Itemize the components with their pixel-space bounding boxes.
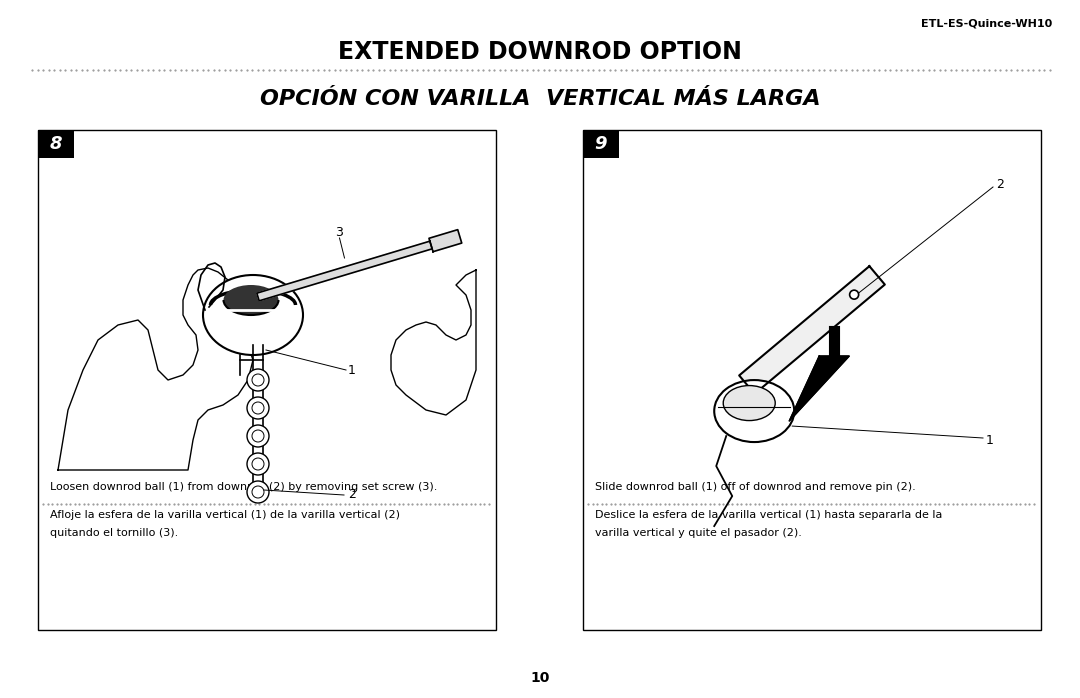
Text: 1: 1: [986, 433, 994, 447]
Ellipse shape: [252, 430, 264, 442]
Ellipse shape: [252, 458, 264, 470]
Bar: [583, 130, 619, 158]
Polygon shape: [429, 230, 462, 252]
Text: Slide downrod ball (1) off of downrod and remove pin (2).: Slide downrod ball (1) off of downrod an…: [595, 482, 916, 492]
Ellipse shape: [247, 425, 269, 447]
Ellipse shape: [714, 380, 794, 442]
Ellipse shape: [247, 369, 269, 391]
Text: 8: 8: [50, 135, 63, 153]
Text: varilla vertical y quite el pasador (2).: varilla vertical y quite el pasador (2).: [595, 528, 801, 538]
Text: 9: 9: [595, 135, 607, 153]
Bar: [583, 130, 1041, 630]
Ellipse shape: [247, 453, 269, 475]
Polygon shape: [58, 268, 253, 470]
Ellipse shape: [247, 481, 269, 503]
Text: 3: 3: [336, 226, 343, 239]
Polygon shape: [257, 242, 432, 301]
Polygon shape: [789, 356, 849, 421]
Ellipse shape: [224, 285, 279, 315]
Bar: [38, 130, 496, 630]
Text: ETL-ES-Quince-WH10: ETL-ES-Quince-WH10: [921, 18, 1052, 28]
Ellipse shape: [252, 402, 264, 414]
Polygon shape: [391, 270, 476, 415]
Ellipse shape: [252, 374, 264, 386]
Text: Deslice la esfera de la varilla vertical (1) hasta separarla de la: Deslice la esfera de la varilla vertical…: [595, 510, 943, 520]
Ellipse shape: [252, 486, 264, 498]
Text: Afloje la esfera de la varilla vertical (1) de la varilla vertical (2): Afloje la esfera de la varilla vertical …: [50, 510, 400, 520]
Text: Loosen downrod ball (1) from downrod (2) by removing set screw (3).: Loosen downrod ball (1) from downrod (2)…: [50, 482, 437, 492]
Ellipse shape: [850, 290, 859, 299]
Bar: [38, 130, 75, 158]
Ellipse shape: [724, 385, 775, 421]
Text: 2: 2: [996, 179, 1004, 191]
Text: 1: 1: [348, 364, 356, 376]
Ellipse shape: [247, 397, 269, 419]
Text: OPCIÓN CON VARILLA  VERTICAL MÁS LARGA: OPCIÓN CON VARILLA VERTICAL MÁS LARGA: [259, 89, 821, 109]
Text: 2: 2: [348, 489, 356, 501]
Text: 10: 10: [530, 671, 550, 685]
Ellipse shape: [203, 275, 303, 355]
Text: EXTENDED DOWNROD OPTION: EXTENDED DOWNROD OPTION: [338, 40, 742, 64]
Polygon shape: [739, 266, 885, 394]
Text: quitando el tornillo (3).: quitando el tornillo (3).: [50, 528, 178, 538]
